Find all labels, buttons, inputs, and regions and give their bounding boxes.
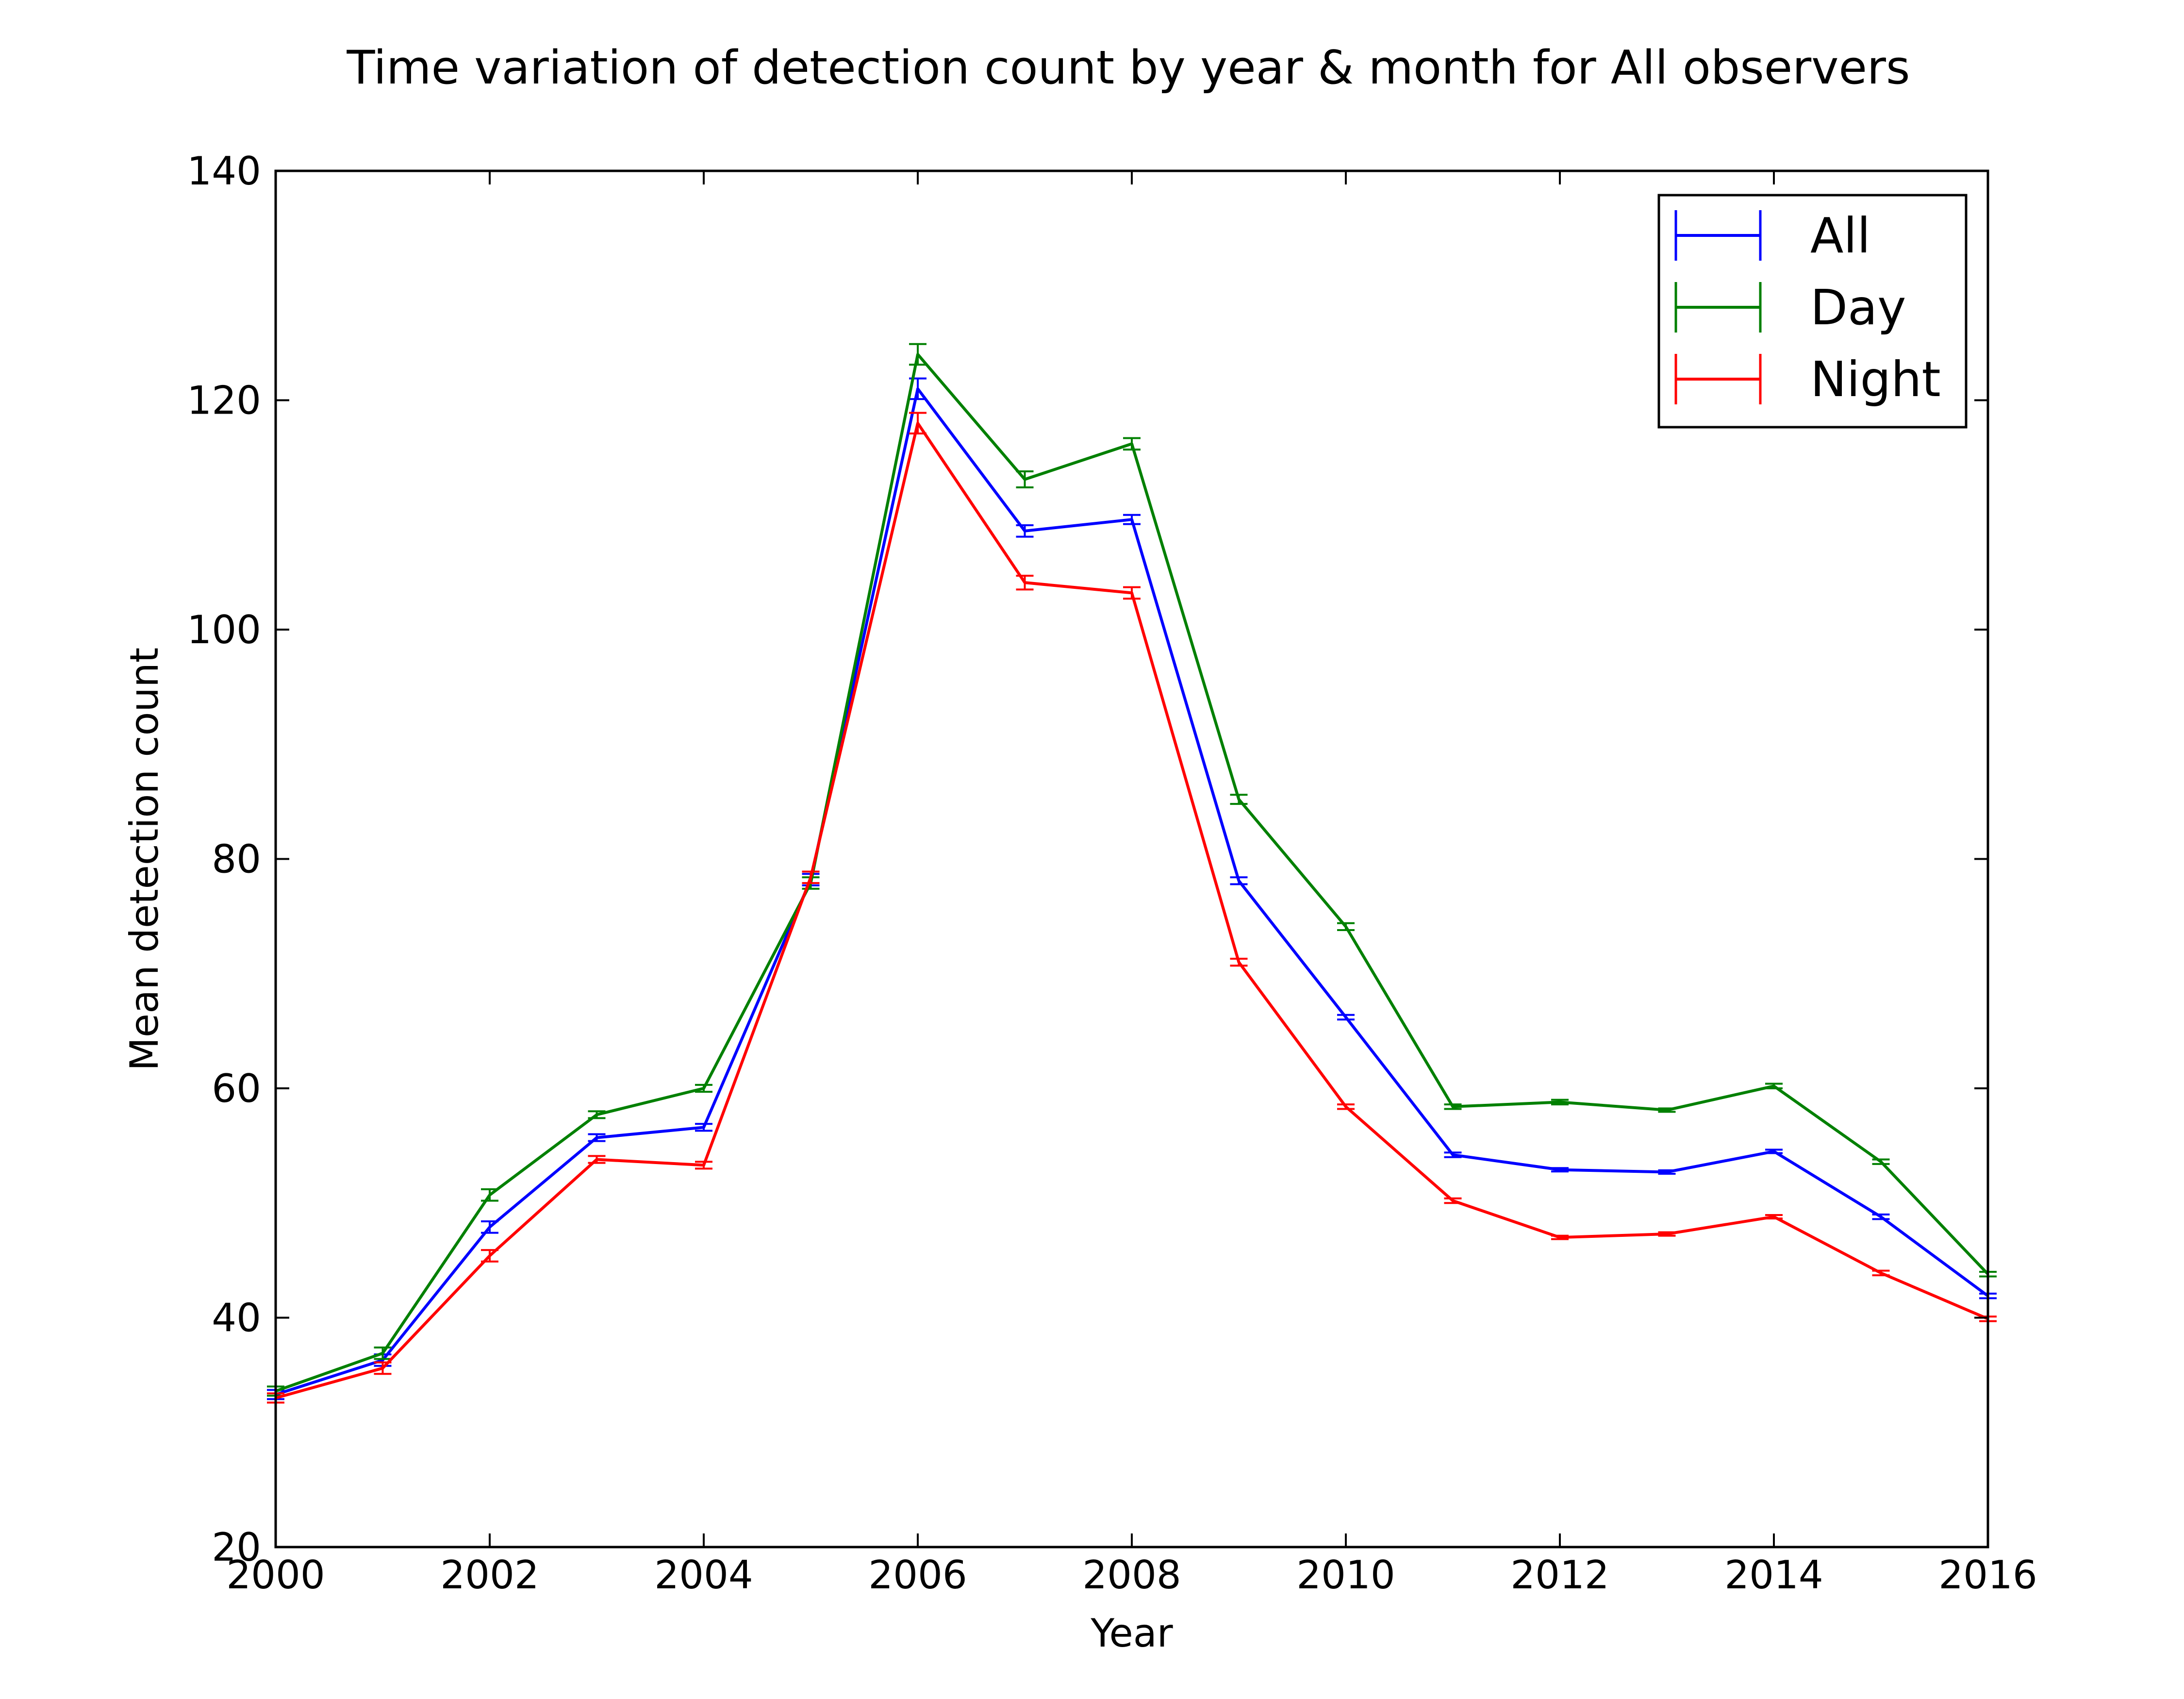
tick-labels-layer: 2000 2002 2004 2006 2008 2010 2012 2014 2016 20 40… [187, 149, 2037, 1598]
x-axis-label: Year [1090, 1611, 1173, 1656]
error-bar-point [909, 343, 927, 366]
error-bar-point [1551, 1099, 1569, 1106]
legend-entry-night: Night [1674, 351, 1941, 408]
error-bar-point [695, 1123, 712, 1132]
error-bar-point [481, 1188, 498, 1202]
error-bar-point [695, 1083, 712, 1093]
y-tick-label: 20 [212, 1525, 261, 1570]
error-bar-point [1658, 1107, 1676, 1113]
error-bar-point [374, 1361, 392, 1375]
y-tick-label: 40 [212, 1296, 261, 1341]
error-bar-point [1658, 1169, 1676, 1175]
x-tick-label: 2008 [1082, 1552, 1181, 1598]
error-bar-point [1337, 1103, 1355, 1110]
error-bar-point [481, 1249, 498, 1263]
y-tick-label: 80 [212, 837, 261, 882]
error-bar-point [1337, 1014, 1355, 1021]
x-tick-label: 2002 [440, 1552, 539, 1598]
legend-entry-day: Day [1674, 279, 1906, 336]
x-tick-label: 2004 [654, 1552, 753, 1598]
x-tick-label: 2000 [226, 1552, 325, 1598]
error-bar-point [588, 1133, 606, 1142]
chart-title: Time variation of detection count by yea… [347, 41, 1910, 95]
error-bar-point [1444, 1151, 1462, 1158]
error-bar-point [1551, 1234, 1569, 1240]
error-bar-point [1765, 1214, 1783, 1220]
legend-entry-all: All [1674, 207, 1870, 264]
legend-label: Day [1810, 279, 1906, 336]
error-bar-point [1551, 1167, 1569, 1173]
error-bar-point [1337, 922, 1355, 931]
series-night [267, 412, 1997, 1404]
x-tick-label: 2016 [1938, 1552, 2037, 1598]
error-bar-point [1765, 1149, 1783, 1154]
error-bar-point [1872, 1158, 1890, 1165]
x-tick-label: 2006 [868, 1552, 967, 1598]
y-tick-label: 140 [187, 149, 261, 194]
legend-label: All [1810, 207, 1870, 264]
error-bar-point [1230, 876, 1248, 885]
error-bar-point [1016, 524, 1034, 538]
error-bar-point [1123, 586, 1141, 600]
error-bar-point [1016, 574, 1034, 591]
legend: All Day Night [1657, 194, 1968, 429]
legend-label: Night [1810, 351, 1941, 408]
error-bar-point [1765, 1083, 1783, 1089]
error-bar-point [1444, 1103, 1462, 1110]
series-layer [267, 343, 1997, 1404]
error-bar-point [1230, 958, 1248, 967]
plot-frame [274, 169, 1989, 1549]
y-tick-label: 120 [187, 378, 261, 423]
error-bar-point [1123, 514, 1141, 525]
legend-entries: All Day Night [1674, 207, 1941, 408]
error-bar-point [1872, 1213, 1890, 1220]
error-bar-point [1016, 470, 1034, 489]
error-bar-point [588, 1155, 606, 1164]
error-bar-point [909, 412, 927, 435]
y-tick-label: 60 [212, 1066, 261, 1111]
error-bar-point [588, 1110, 606, 1119]
error-bar-point [1230, 794, 1248, 805]
error-bar-point [1872, 1269, 1890, 1277]
y-axis-label: Mean detection count [122, 648, 167, 1071]
error-bar-point [1658, 1231, 1676, 1237]
y-tick-label: 100 [187, 607, 261, 652]
error-bar-point [1444, 1197, 1462, 1204]
error-bar-point [374, 1346, 392, 1360]
error-bar-point [802, 870, 820, 884]
x-tick-label: 2014 [1724, 1552, 1823, 1598]
error-bar-point [1123, 437, 1141, 451]
x-tick-label: 2010 [1296, 1552, 1395, 1598]
error-bar-point [695, 1161, 712, 1170]
legend-box [1657, 194, 1968, 429]
x-tick-label: 2012 [1510, 1552, 1609, 1598]
error-bar-point [481, 1220, 498, 1234]
